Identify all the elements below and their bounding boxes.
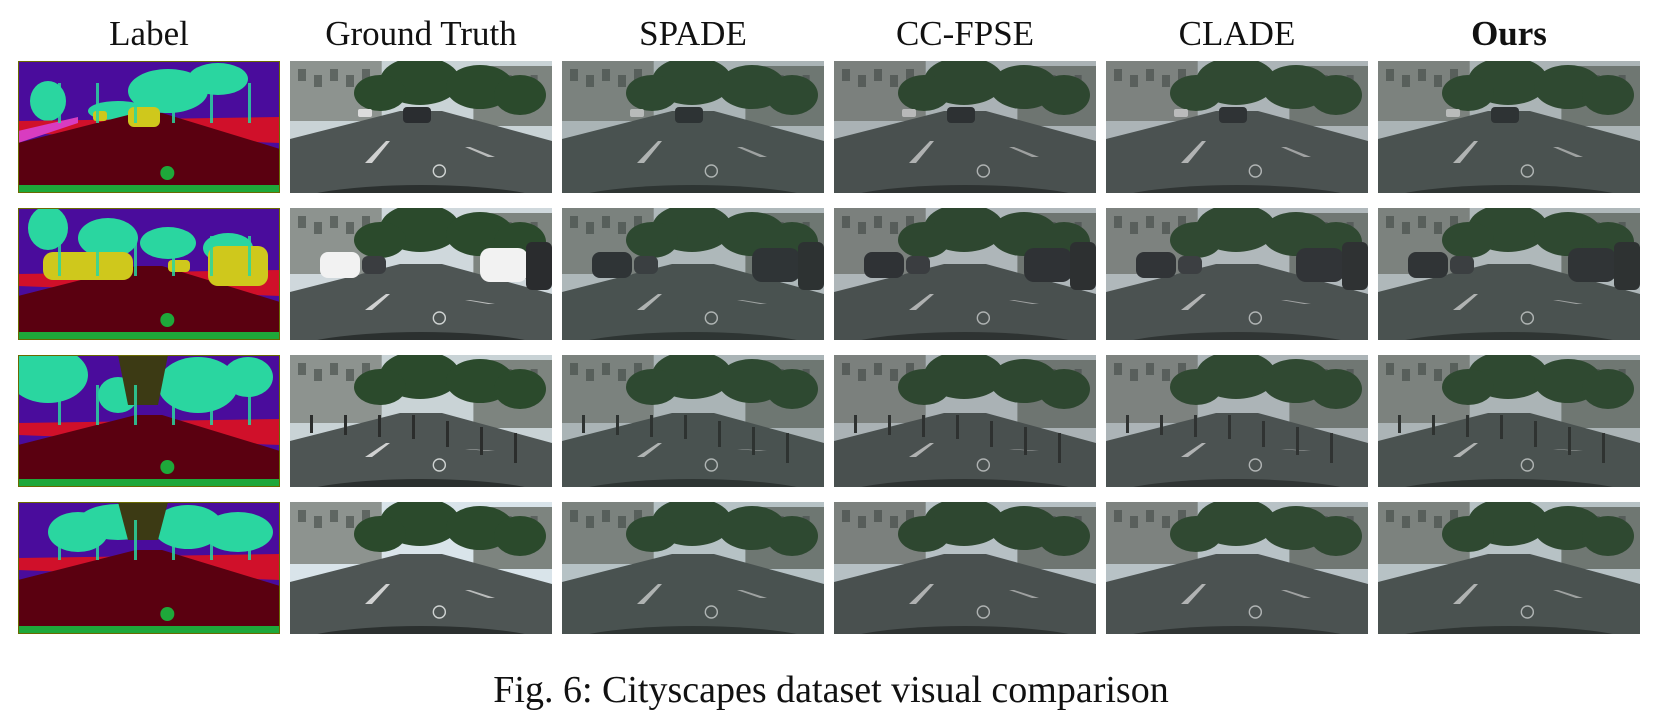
image-ground-truth-row-3 (290, 355, 552, 487)
image-clade-row-4 (1106, 502, 1368, 634)
image-spade-row-2 (562, 208, 824, 340)
col-header-spade: SPADE (639, 14, 747, 53)
image-ground-truth-row-2 (290, 208, 552, 340)
col-header-ours: Ours (1471, 14, 1547, 53)
image-ours-row-1 (1378, 61, 1640, 193)
image-cc-fpse-row-3 (834, 355, 1096, 487)
image-ours-row-3 (1378, 355, 1640, 487)
col-header-clade: CLADE (1178, 14, 1296, 53)
image-cc-fpse-row-2 (834, 208, 1096, 340)
image-label-map-row-1 (18, 61, 280, 193)
image-ours-row-4 (1378, 502, 1640, 634)
image-clade-row-3 (1106, 355, 1368, 487)
image-spade-row-3 (562, 355, 824, 487)
image-spade-row-1 (562, 61, 824, 193)
image-label-map-row-4 (18, 502, 280, 634)
image-ours-row-2 (1378, 208, 1640, 340)
image-clade-row-1 (1106, 61, 1368, 193)
col-header-cc-fpse: CC-FPSE (895, 14, 1035, 53)
figure-caption: Fig. 6: Cityscapes dataset visual compar… (493, 669, 1169, 711)
image-clade-row-2 (1106, 208, 1368, 340)
image-cc-fpse-row-1 (834, 61, 1096, 193)
col-header-ground-truth: Ground Truth (325, 14, 517, 53)
image-label-map-row-2 (18, 208, 280, 340)
image-ground-truth-row-4 (290, 502, 552, 634)
image-cc-fpse-row-4 (834, 502, 1096, 634)
image-label-map-row-3 (18, 355, 280, 487)
col-header-label: Label (109, 14, 189, 53)
image-ground-truth-row-1 (290, 61, 552, 193)
image-spade-row-4 (562, 502, 824, 634)
